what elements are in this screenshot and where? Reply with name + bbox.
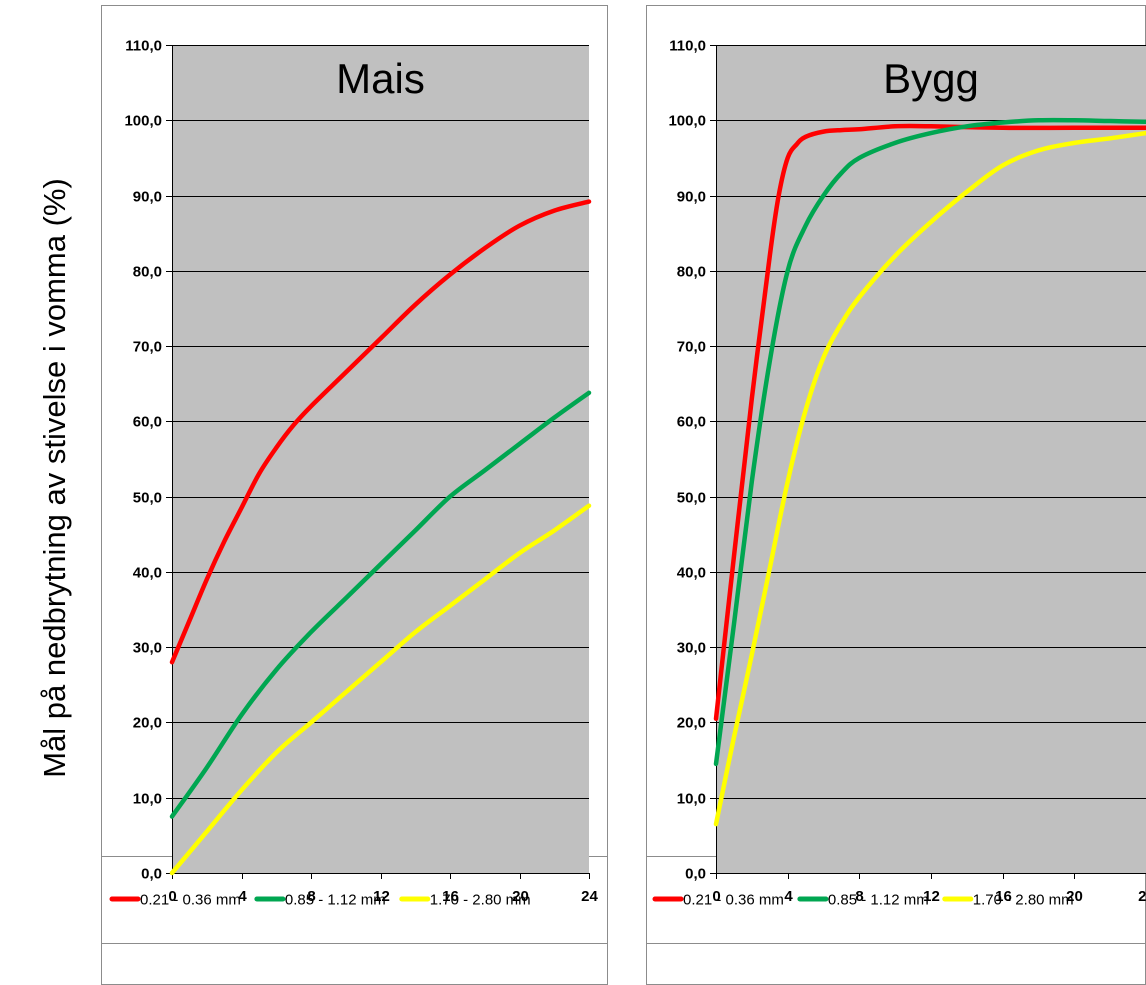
series-line-3 <box>169 503 592 876</box>
legend-label: 0.21 - 0.36 mm <box>683 892 784 909</box>
x-tick-label: 0 <box>168 888 176 905</box>
legend-label: 0.85 - 1.12 mm <box>828 892 929 909</box>
y-tick-label: 40,0 <box>677 565 706 582</box>
y-tick-label: 80,0 <box>677 264 706 281</box>
x-tick-label: 20 <box>1066 888 1083 905</box>
chart-panel-2: 0,0 10,0 20,0 30,0 40,0 50,0 60,0 70,0 80,0 90,0 1… <box>646 5 1146 985</box>
chart-title: Bygg <box>883 55 979 102</box>
y-tick-label: 80,0 <box>133 264 162 281</box>
y-tick-label: 50,0 <box>133 490 162 507</box>
x-tick-label: 12 <box>373 888 390 905</box>
y-tick-label: 100,0 <box>124 113 162 130</box>
y-tick-label: 60,0 <box>133 414 162 431</box>
x-tick-label: 20 <box>512 888 529 905</box>
legend-label: 0.21 - 0.36 mm <box>140 892 241 909</box>
y-tick-label: 90,0 <box>677 189 706 206</box>
x-tick-label: 4 <box>238 888 247 905</box>
x-tick-label: 8 <box>855 888 863 905</box>
y-tick-label: 30,0 <box>677 640 706 657</box>
x-tick-label: 24 <box>581 888 598 905</box>
x-tick-label: 8 <box>307 888 315 905</box>
y-tick-label: 50,0 <box>677 490 706 507</box>
x-tick-label: 12 <box>923 888 940 905</box>
y-tick-label: 70,0 <box>133 339 162 356</box>
y-tick-label: 70,0 <box>677 339 706 356</box>
y-tick-label: 0,0 <box>685 866 706 883</box>
x-tick-label: 0 <box>712 888 720 905</box>
legend-label: 1.70 - 2.80 mm <box>973 892 1074 909</box>
y-tick-label: 60,0 <box>677 414 706 431</box>
legend-label: 0.85 - 1.12 mm <box>285 892 386 909</box>
y-tick-label: 90,0 <box>133 189 162 206</box>
chart-title: Mais <box>336 55 425 102</box>
y-tick-label: 10,0 <box>677 791 706 808</box>
y-tick-label: 20,0 <box>133 715 162 732</box>
series-line-3 <box>713 130 1146 827</box>
y-tick-label: 110,0 <box>669 38 706 55</box>
plot-area <box>172 45 589 873</box>
x-tick-label: 16 <box>995 888 1012 905</box>
y-tick-label: 40,0 <box>133 565 162 582</box>
y-tick-label: 0,0 <box>141 866 162 883</box>
chart-panel-1: 0,0 10,0 20,0 30,0 40,0 50,0 60,0 70,0 80,0 90,0 1… <box>101 5 608 985</box>
series-line-2 <box>169 390 592 819</box>
y-tick-label: 30,0 <box>133 640 162 657</box>
y-tick-label: 10,0 <box>133 791 162 808</box>
legend-label: 1.70 - 2.80 mm <box>430 892 531 909</box>
x-tick-label: 24 <box>1138 888 1146 905</box>
y-tick-label: 20,0 <box>677 715 706 732</box>
y-tick-label: 100,0 <box>668 113 706 130</box>
series-line-1 <box>169 199 592 665</box>
series-line-2 <box>713 117 1146 767</box>
x-tick-label: 16 <box>442 888 459 905</box>
plot-area <box>716 45 1146 873</box>
x-tick-label: 4 <box>784 888 793 905</box>
y-tick-label: 110,0 <box>125 38 162 55</box>
